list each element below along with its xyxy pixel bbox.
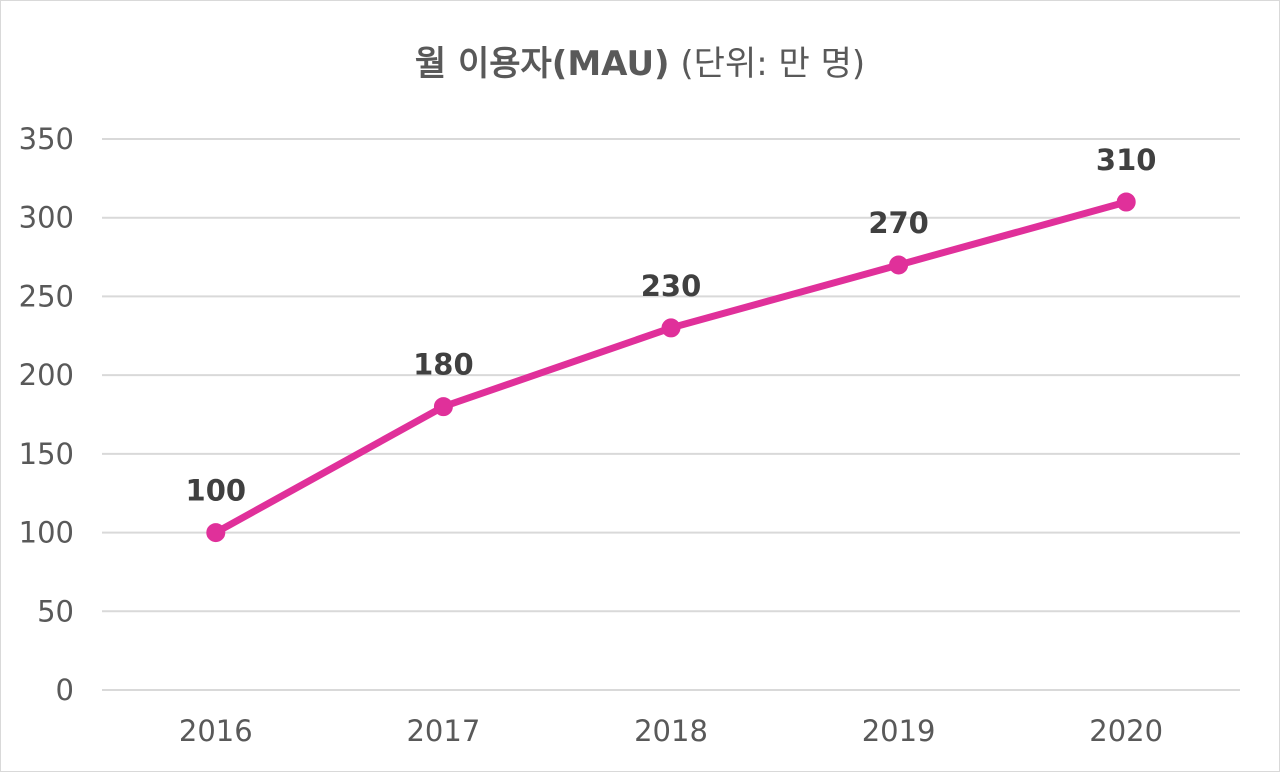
data-label: 270 — [868, 206, 929, 240]
x-tick-label: 2017 — [406, 714, 480, 748]
y-tick-label: 150 — [19, 437, 74, 471]
gridlines — [102, 138, 1240, 691]
chart-subtitle: (단위: 만 명) — [680, 44, 866, 84]
y-tick-label: 300 — [19, 201, 74, 235]
series-line-layer — [212, 198, 1130, 537]
x-tick-label: 2016 — [179, 714, 253, 748]
x-tick-label: 2018 — [634, 714, 708, 748]
y-tick-label: 50 — [37, 594, 74, 628]
data-point — [433, 397, 453, 417]
data-label: 310 — [1096, 143, 1157, 177]
data-labels: 100 180 230 270 310 — [186, 143, 1157, 508]
x-axis-ticks: 2016 2017 2018 2019 2020 — [179, 714, 1163, 748]
chart-title: 월 이용자(MAU) — [414, 44, 670, 84]
y-axis-ticks: 0 50 100 150 200 250 300 350 — [19, 122, 74, 707]
series-line — [212, 198, 1130, 537]
data-point — [889, 255, 909, 275]
y-tick-label: 0 — [56, 673, 74, 707]
x-tick-label: 2019 — [862, 714, 936, 748]
data-point — [206, 523, 226, 543]
series-points — [206, 192, 1136, 543]
x-tick-label: 2020 — [1089, 714, 1163, 748]
data-point — [661, 318, 681, 338]
data-label: 180 — [413, 348, 474, 382]
y-tick-label: 200 — [19, 358, 74, 392]
y-tick-label: 100 — [19, 516, 74, 550]
chart-title-container: 월 이용자(MAU) (단위: 만 명) — [0, 36, 1280, 85]
data-label: 230 — [641, 269, 702, 303]
data-point — [1116, 192, 1136, 212]
y-tick-label: 250 — [19, 279, 74, 313]
y-tick-label: 350 — [19, 122, 74, 156]
data-label: 100 — [186, 474, 247, 508]
